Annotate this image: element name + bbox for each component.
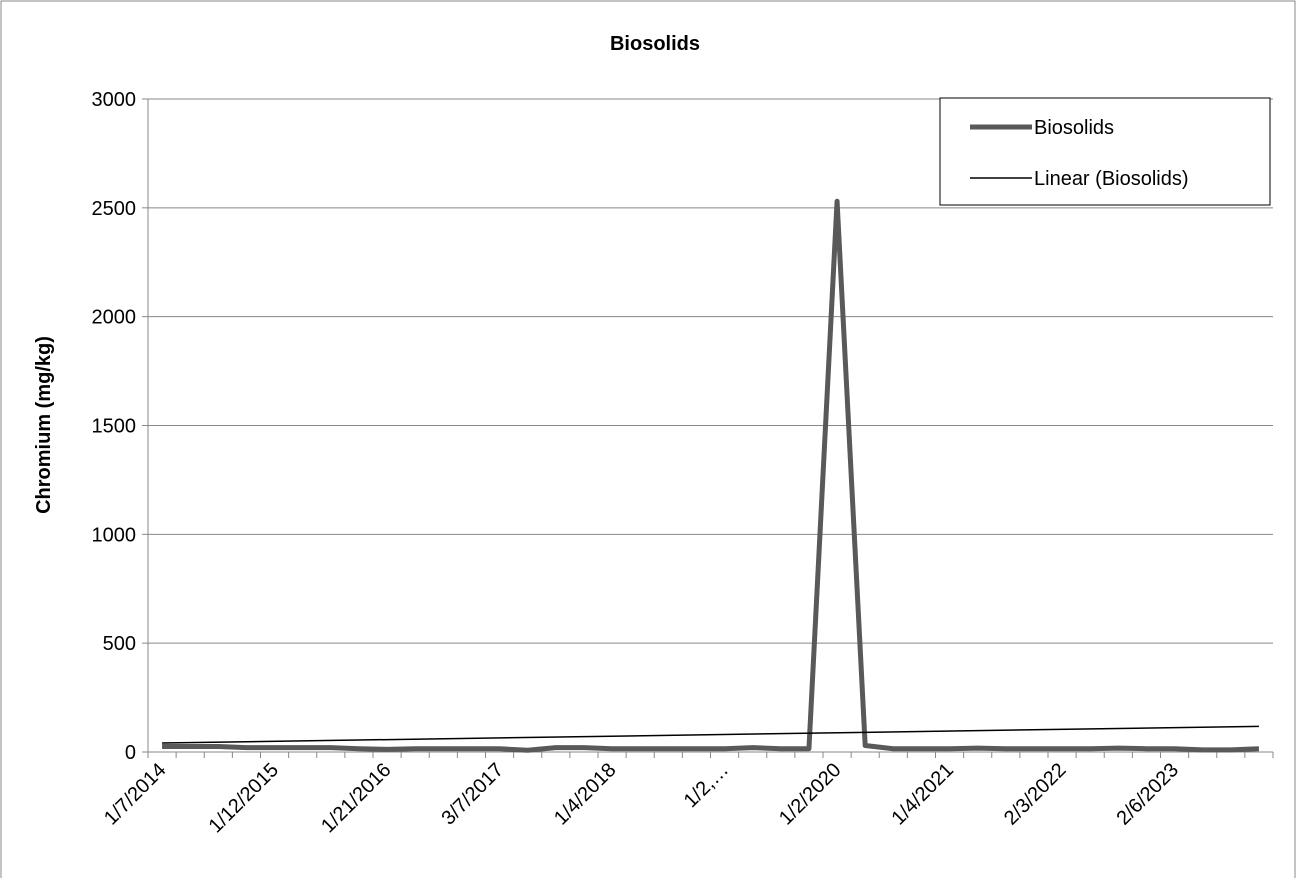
- y-tick-label: 0: [125, 742, 136, 764]
- legend-label: Linear (Biosolids): [1034, 168, 1189, 190]
- y-tick-label: 1500: [92, 416, 137, 438]
- y-tick-label: 1000: [92, 524, 137, 546]
- y-tick-label: 2000: [92, 307, 137, 329]
- y-tick-label: 500: [103, 633, 136, 655]
- trend-line: [162, 725, 1259, 744]
- legend-box: [939, 97, 1271, 206]
- chart-title: Biosolids: [610, 33, 700, 55]
- y-axis-title: Chromium (mg/kg): [33, 336, 55, 514]
- y-tick-label: 2500: [92, 198, 137, 220]
- y-tick-label: 3000: [92, 89, 137, 111]
- legend-label: Biosolids: [1034, 117, 1114, 139]
- data-line: [162, 198, 1260, 753]
